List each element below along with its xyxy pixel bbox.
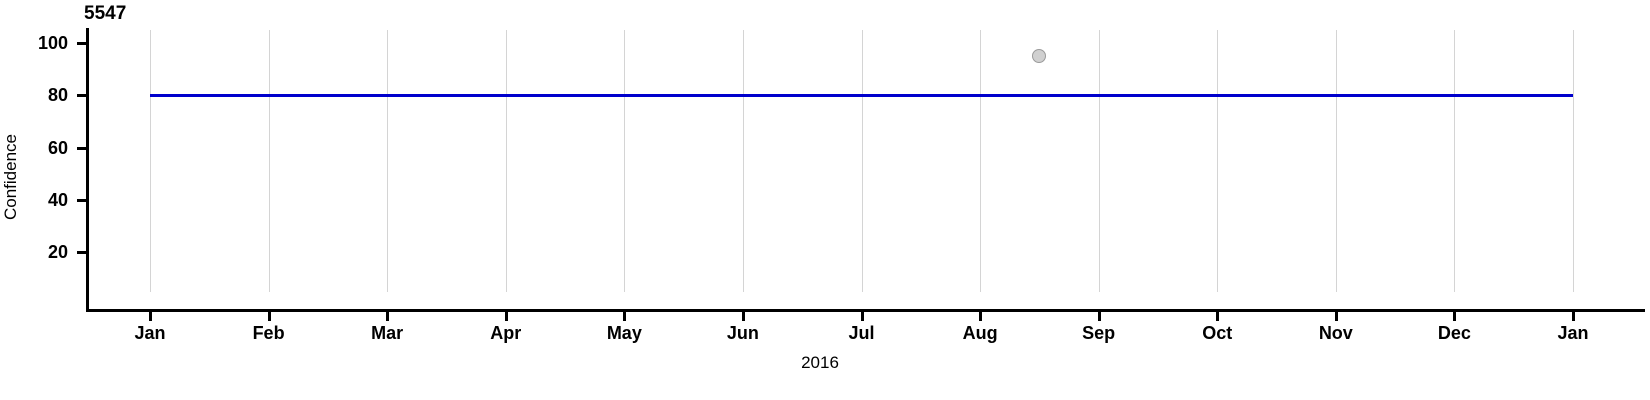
x-tick-label: Jan [134, 323, 166, 343]
y-tick-label: 100 [37, 33, 68, 53]
x-tick-label: Jun [726, 323, 759, 343]
gridline [742, 30, 744, 292]
y-axis-spine [86, 28, 89, 312]
x-tick-mark [1453, 311, 1457, 321]
x-tick-label: Oct [1202, 323, 1233, 343]
gridline [150, 30, 151, 292]
x-tick-label: Dec [1437, 323, 1471, 343]
x-tick-mark [1097, 311, 1101, 321]
x-axis-spine [86, 309, 1645, 312]
gridline [1098, 30, 1100, 292]
gridline [1454, 30, 1456, 292]
chart-title: 5547 [84, 3, 127, 24]
x-tick-label: Apr [490, 323, 522, 343]
gridline [861, 30, 863, 292]
x-tick-label: Feb [252, 323, 285, 343]
plot-area [88, 28, 1645, 292]
gridline [624, 30, 626, 292]
y-tick-mark [77, 146, 87, 150]
x-tick-mark [267, 311, 271, 321]
x-tick-label: May [606, 323, 642, 343]
x-tick-mark [386, 311, 390, 321]
x-tick-mark [149, 311, 152, 321]
y-tick-mark [77, 94, 87, 98]
x-tick-label: Sep [1082, 323, 1116, 343]
gridline [505, 30, 507, 292]
y-tick-label: 20 [47, 242, 68, 262]
gridline [387, 30, 389, 292]
y-tick-label: 80 [47, 85, 68, 106]
x-tick-mark [860, 311, 864, 321]
x-tick-label: Mar [371, 323, 404, 343]
x-axis-label: 2016 [801, 353, 839, 372]
y-tick-mark [77, 251, 87, 254]
series-line [150, 94, 1573, 98]
y-tick-label: 40 [47, 189, 68, 210]
x-tick-label: Jul [848, 323, 875, 343]
x-tick-mark [979, 311, 983, 321]
gridline [268, 30, 270, 292]
gridline [1573, 30, 1574, 292]
gridline [980, 30, 982, 292]
y-tick-label: 60 [47, 137, 68, 158]
x-tick-mark [1216, 311, 1220, 321]
x-tick-label: Jan [1557, 323, 1589, 343]
x-tick-mark [504, 311, 508, 321]
data-point-marker[interactable] [1032, 49, 1047, 64]
x-tick-mark [741, 311, 745, 321]
y-tick-mark [77, 42, 87, 45]
x-tick-mark [623, 311, 627, 321]
y-tick-mark [77, 198, 87, 202]
gridline [1335, 30, 1337, 292]
x-tick-mark [1572, 311, 1575, 321]
x-tick-label: Aug [962, 323, 998, 343]
gridline [1217, 30, 1219, 292]
x-tick-label: Nov [1318, 323, 1353, 343]
x-tick-mark [1334, 311, 1338, 321]
